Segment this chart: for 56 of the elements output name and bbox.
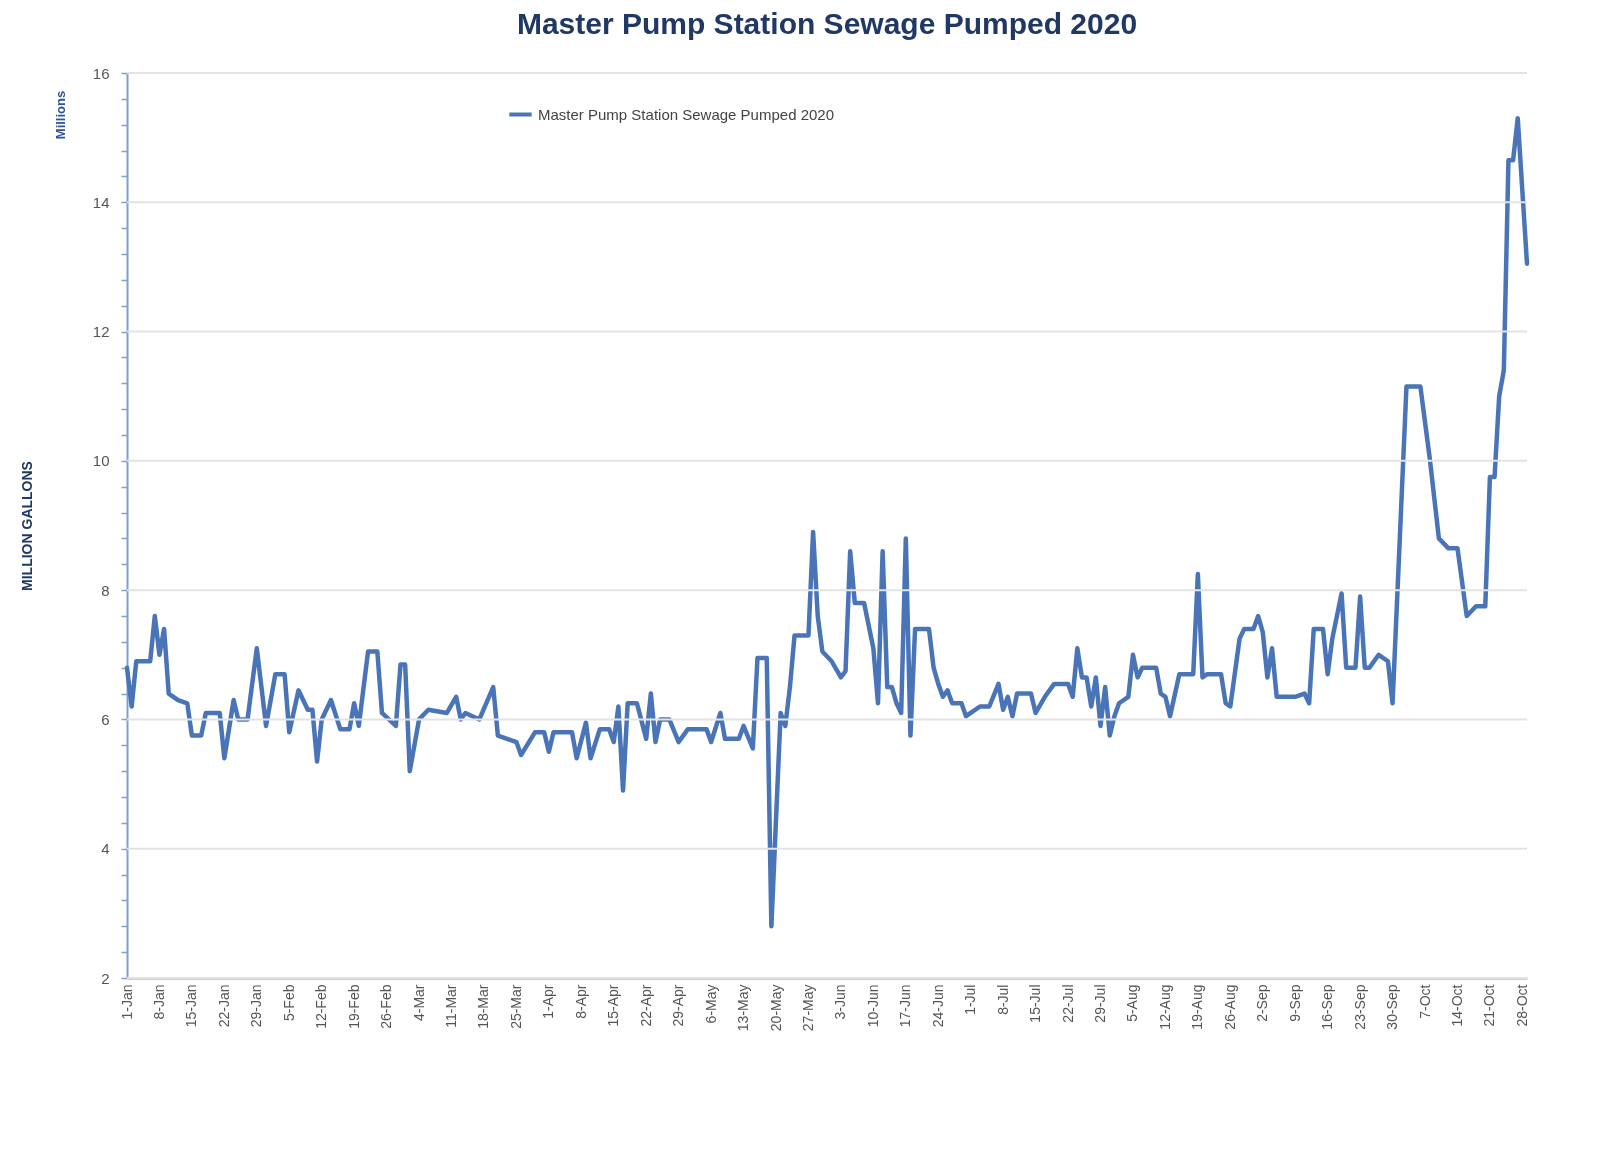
x-tick-label: 6-May <box>702 984 719 1024</box>
x-tick-label: 8-Jul <box>994 984 1011 1015</box>
x-tick-label: 26-Feb <box>378 984 395 1029</box>
legend-label: Master Pump Station Sewage Pumped 2020 <box>538 105 835 123</box>
x-tick-label: 19-Feb <box>345 984 362 1029</box>
y-tick-label: 8 <box>101 581 110 599</box>
text: Millions <box>53 90 68 140</box>
x-tick-label: 27-May <box>799 984 816 1032</box>
x-tick-label: 17-Jun <box>897 984 914 1028</box>
x-tick-label: 1-Jul <box>962 984 979 1015</box>
x-tick-label: 4-Mar <box>410 984 427 1022</box>
x-tick-label: 15-Apr <box>605 984 622 1027</box>
y-tick-label: 12 <box>92 323 110 341</box>
x-tick-label: 12-Aug <box>1156 984 1173 1030</box>
x-tick-label: 12-Feb <box>313 984 330 1029</box>
x-tick-label: 9-Sep <box>1286 984 1303 1022</box>
x-tick-label: 15-Jan <box>183 984 200 1028</box>
x-tick-label: 30-Sep <box>1384 984 1401 1030</box>
x-tick-label: 8-Jan <box>150 984 167 1020</box>
y-axis-title: MILLION GALLONS <box>18 461 35 591</box>
x-tick-label: 26-Aug <box>1221 984 1238 1030</box>
x-tick-label: 7-Oct <box>1416 984 1433 1019</box>
x-tick-label: 29-Jan <box>248 984 265 1028</box>
x-tick-label: 22-Jan <box>215 984 232 1028</box>
x-tick-label: 29-Apr <box>670 984 687 1027</box>
x-tick-label: 28-Oct <box>1513 984 1530 1027</box>
x-tick-label: 29-Jul <box>1092 984 1109 1023</box>
x-tick-label: 16-Sep <box>1319 984 1336 1030</box>
x-tick-label: 1-Jan <box>118 984 135 1020</box>
x-tick-label: 3-Jun <box>832 984 849 1020</box>
x-tick-label: 20-May <box>767 984 784 1032</box>
x-tick-label: 19-Aug <box>1189 984 1206 1030</box>
x-tick-label: 24-Jun <box>929 984 946 1028</box>
x-tick-label: 25-Mar <box>507 984 524 1029</box>
y-tick-label: 10 <box>92 452 110 470</box>
chart-title: Master Pump Station Sewage Pumped 2020 <box>516 7 1138 40</box>
x-tick-label: 5-Aug <box>1124 984 1141 1022</box>
y-tick-label: 16 <box>92 64 110 82</box>
x-tick-label: 5-Feb <box>280 984 297 1022</box>
x-tick-label: 11-Mar <box>443 984 459 1028</box>
x-tick-label: 8-Apr <box>572 984 589 1019</box>
y-tick-label: 14 <box>92 193 110 211</box>
y-tick-label: 2 <box>101 969 110 987</box>
x-tick-label: 23-Sep <box>1351 984 1368 1030</box>
x-tick-label: 10-Jun <box>864 984 881 1028</box>
x-tick-label: 13-May <box>735 984 752 1032</box>
x-tick-label: 22-Jul <box>1059 984 1076 1023</box>
x-tick-label: 21-Oct <box>1481 984 1498 1027</box>
y-tick-label: 6 <box>101 710 110 728</box>
y-tick-label: 4 <box>101 840 110 858</box>
x-tick-label: 2-Sep <box>1254 984 1271 1022</box>
x-tick-label: 1-Apr <box>540 984 557 1019</box>
x-tick-label: 18-Mar <box>475 984 492 1029</box>
x-tick-label: 22-Apr <box>637 984 654 1027</box>
x-tick-label: 15-Jul <box>1027 984 1044 1023</box>
x-tick-label: 14-Oct <box>1448 984 1465 1027</box>
